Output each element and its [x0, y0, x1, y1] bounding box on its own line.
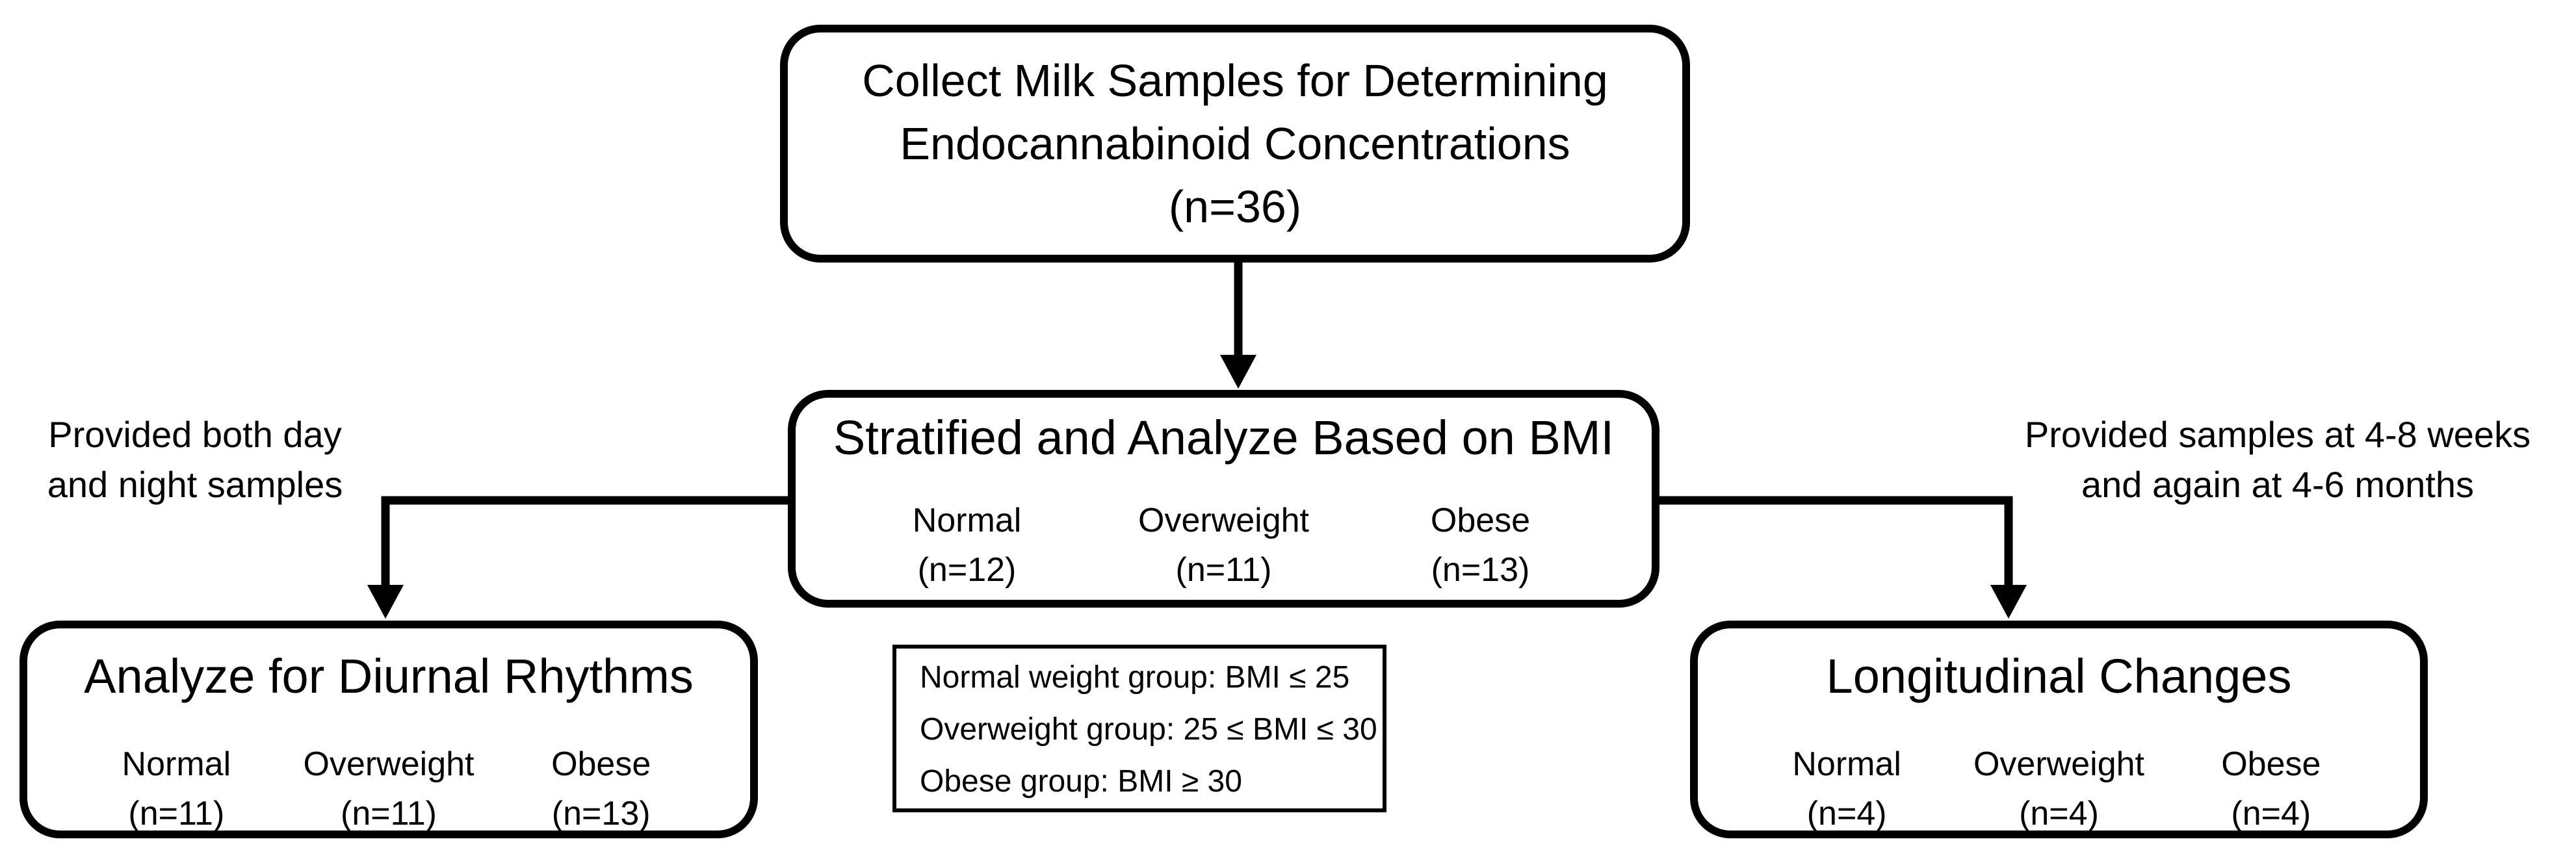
group-name: Obese: [1430, 502, 1531, 539]
group-overweight: Overweight (n=11): [283, 739, 495, 838]
group-count: (n=4): [2019, 795, 2099, 832]
criteria-line: Obese group: BMI ≥ 30: [920, 764, 1242, 799]
group-name: Overweight: [1973, 745, 2144, 783]
criteria-line: Overweight group: 25 ≤ BMI ≤ 30: [920, 712, 1377, 747]
annotation-line: Provided samples at 4-8 weeks: [2024, 414, 2531, 455]
criteria-line: Normal weight group: BMI ≤ 25: [920, 660, 1350, 695]
annotation-longitudinal-samples: Provided samples at 4-8 weeks and again …: [1997, 409, 2558, 509]
group-obese: Obese (n=13): [495, 739, 707, 838]
group-overweight: Overweight (n=11): [1095, 495, 1352, 594]
group-count: (n=4): [2231, 795, 2311, 832]
node-title: Stratified and Analyze Based on BMI: [833, 411, 1615, 465]
node-title: Analyze for Diurnal Rhythms: [84, 649, 694, 703]
bmi-criteria-box: Normal weight group: BMI ≤ 25 Overweight…: [892, 645, 1386, 812]
group-obese: Obese (n=4): [2165, 739, 2377, 838]
node-count: (n=36): [1168, 181, 1302, 232]
group-overweight: Overweight (n=4): [1953, 739, 2165, 838]
group-obese: Obese (n=13): [1352, 495, 1609, 594]
group-name: Normal: [122, 745, 231, 783]
group-name: Overweight: [1138, 502, 1309, 539]
group-count: (n=11): [341, 795, 437, 832]
group-name: Normal: [1792, 745, 1901, 783]
arrow-middle-to-left: [367, 496, 789, 619]
group-count: (n=11): [128, 795, 225, 832]
annotation-day-night-samples: Provided both day and night samples: [26, 409, 364, 509]
group-count: (n=12): [917, 551, 1017, 589]
annotation-line: Provided both day: [48, 414, 342, 455]
group-name: Obese: [2221, 745, 2321, 783]
group-row: Normal (n=12) Overweight (n=11) Obese (n…: [839, 495, 1609, 594]
group-normal: Normal (n=12): [839, 495, 1095, 594]
group-normal: Normal (n=4): [1741, 739, 1953, 838]
group-name: Overweight: [303, 745, 475, 783]
node-title-line: Collect Milk Samples for Determining: [862, 55, 1608, 106]
group-count: (n=4): [1806, 795, 1887, 832]
group-row: Normal (n=11) Overweight (n=11) Obese (n…: [70, 739, 707, 838]
group-row: Normal (n=4) Overweight (n=4) Obese (n=4…: [1741, 739, 2377, 838]
arrow-middle-to-right: [1658, 496, 2027, 619]
group-normal: Normal (n=11): [70, 739, 283, 838]
group-name: Normal: [912, 502, 1022, 539]
node-collect-milk-samples: Collect Milk Samples for Determining End…: [780, 25, 1690, 263]
node-title-line: Endocannabinoid Concentrations: [900, 118, 1570, 169]
node-diurnal-rhythms: Analyze for Diurnal Rhythms Normal (n=11…: [20, 621, 758, 838]
group-name: Obese: [551, 745, 651, 783]
node-title: Longitudinal Changes: [1826, 649, 2292, 703]
group-count: (n=13): [1431, 551, 1530, 589]
group-count: (n=11): [1175, 551, 1272, 589]
arrow-top-to-middle: [1220, 260, 1256, 389]
group-count: (n=13): [551, 795, 651, 832]
annotation-line: and again at 4-6 months: [2081, 464, 2474, 505]
annotation-line: and night samples: [47, 464, 343, 505]
node-longitudinal-changes: Longitudinal Changes Normal (n=4) Overwe…: [1690, 621, 2428, 838]
node-stratified-by-bmi: Stratified and Analyze Based on BMI Norm…: [788, 390, 1659, 608]
